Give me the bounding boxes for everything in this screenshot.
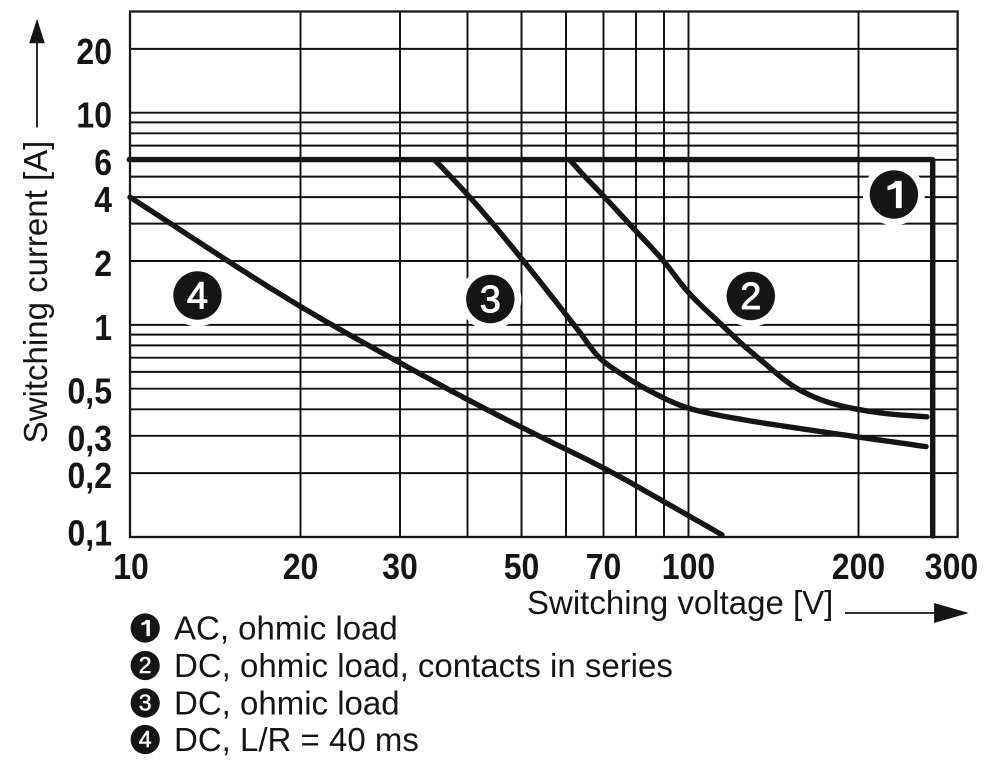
svg-text:4: 4 [187, 276, 208, 318]
svg-text:DC, ohmic load, contacts in se: DC, ohmic load, contacts in series [174, 647, 673, 684]
svg-text:50: 50 [504, 546, 540, 587]
svg-text:20: 20 [76, 31, 112, 72]
svg-text:2: 2 [740, 276, 761, 318]
svg-text:100: 100 [662, 546, 715, 587]
svg-text:DC, ohmic load: DC, ohmic load [174, 684, 400, 721]
svg-text:1: 1 [94, 307, 112, 348]
svg-text:DC, L/R = 40 ms: DC, L/R = 40 ms [174, 721, 419, 758]
svg-text:2: 2 [139, 652, 152, 678]
svg-text:Switching current [A]: Switching current [A] [17, 141, 54, 444]
svg-text:300: 300 [925, 546, 978, 587]
svg-text:70: 70 [586, 546, 622, 587]
svg-text:AC, ohmic load: AC, ohmic load [174, 609, 398, 646]
svg-text:4: 4 [139, 726, 152, 752]
svg-text:0,3: 0,3 [68, 418, 113, 459]
svg-text:20: 20 [283, 546, 319, 587]
svg-text:Switching voltage [V]: Switching voltage [V] [527, 584, 833, 621]
svg-text:200: 200 [832, 546, 885, 587]
svg-text:6: 6 [94, 142, 112, 183]
svg-text:2: 2 [94, 243, 112, 284]
svg-text:0,2: 0,2 [68, 455, 113, 496]
svg-text:10: 10 [113, 546, 149, 587]
svg-text:3: 3 [139, 690, 152, 716]
svg-text:30: 30 [382, 546, 418, 587]
svg-text:3: 3 [480, 279, 501, 321]
svg-text:0,5: 0,5 [68, 371, 113, 412]
svg-text:4: 4 [94, 179, 112, 220]
svg-text:10: 10 [76, 95, 112, 136]
svg-text:0,1: 0,1 [68, 513, 113, 554]
